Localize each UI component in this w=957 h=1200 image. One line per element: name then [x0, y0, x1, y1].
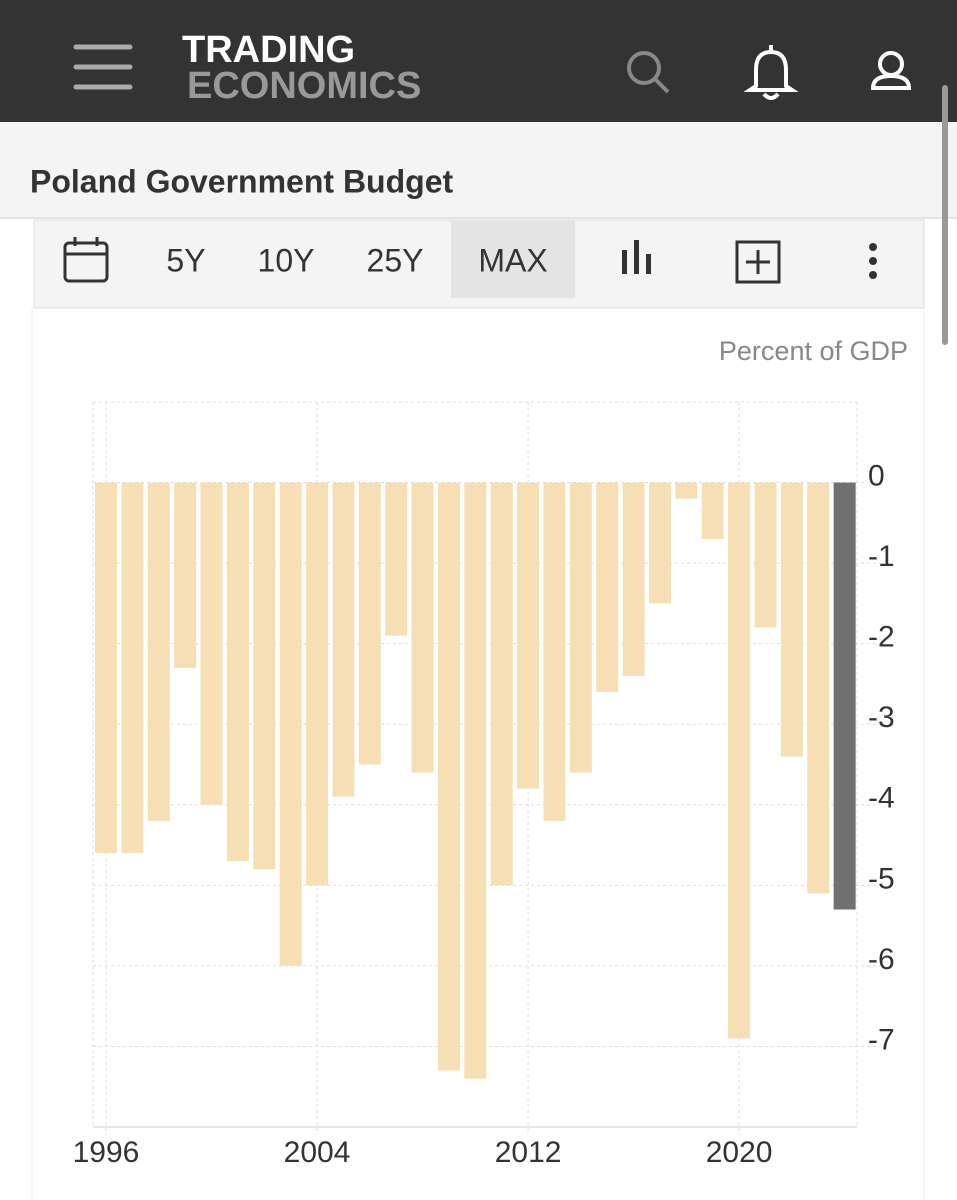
active-range — [451, 220, 575, 298]
unit-label: Percent of GDP — [719, 336, 908, 366]
calendar-icon[interactable] — [63, 237, 109, 283]
bar — [807, 482, 830, 894]
more-icon[interactable] — [869, 243, 877, 279]
bar — [543, 482, 566, 821]
y-tick-label: -1 — [868, 540, 895, 573]
user-icon[interactable] — [870, 51, 912, 90]
x-tick-label: 1996 — [73, 1136, 140, 1169]
menu-icon[interactable] — [73, 44, 133, 90]
range-button[interactable]: 5Y — [166, 242, 205, 278]
y-tick-label: -3 — [868, 701, 895, 734]
bar — [675, 482, 698, 499]
logo-bottom[interactable]: ECONOMICS — [187, 65, 421, 107]
search-icon[interactable] — [627, 51, 670, 94]
bar — [385, 482, 408, 636]
y-tick-label: -6 — [868, 943, 895, 976]
bar — [517, 482, 540, 789]
title-band — [0, 122, 957, 218]
bar — [253, 482, 276, 870]
x-tick-label: 2004 — [284, 1136, 351, 1169]
top-bar — [0, 0, 957, 122]
bar — [174, 482, 197, 668]
bar — [728, 482, 751, 1039]
bar — [833, 482, 856, 910]
bar — [622, 482, 645, 676]
bar — [490, 482, 513, 886]
page-title: Poland Government Budget — [30, 163, 453, 199]
logo-top[interactable]: TRADING — [182, 29, 355, 71]
bar — [226, 482, 249, 862]
x-tick-label: 2012 — [495, 1136, 562, 1169]
bar — [754, 482, 777, 628]
bar — [411, 482, 434, 773]
bar — [569, 482, 592, 773]
bar — [95, 482, 117, 854]
bar — [701, 482, 724, 539]
bar-type-icon[interactable] — [622, 240, 651, 274]
bar — [279, 482, 302, 966]
y-tick-label: 0 — [868, 459, 885, 492]
bar — [437, 482, 460, 1071]
bar — [306, 482, 329, 886]
bar — [648, 482, 671, 604]
bar — [464, 482, 487, 1079]
bar — [121, 482, 144, 854]
bar — [780, 482, 803, 757]
range-button[interactable]: 25Y — [367, 242, 424, 278]
bar — [147, 482, 170, 821]
bell-icon[interactable] — [743, 45, 799, 100]
x-tick-label: 2020 — [706, 1136, 773, 1169]
y-tick-label: -2 — [868, 621, 895, 654]
y-tick-label: -7 — [868, 1023, 895, 1056]
range-button[interactable]: 10Y — [258, 242, 315, 278]
bar — [358, 482, 381, 765]
bar — [332, 482, 355, 797]
range-button[interactable]: MAX — [478, 242, 547, 278]
scrollbar[interactable] — [942, 85, 948, 345]
compare-icon[interactable] — [735, 240, 781, 284]
bar — [200, 482, 223, 805]
y-tick-label: -5 — [868, 862, 895, 895]
bar — [596, 482, 619, 692]
y-tick-label: -4 — [868, 782, 895, 815]
